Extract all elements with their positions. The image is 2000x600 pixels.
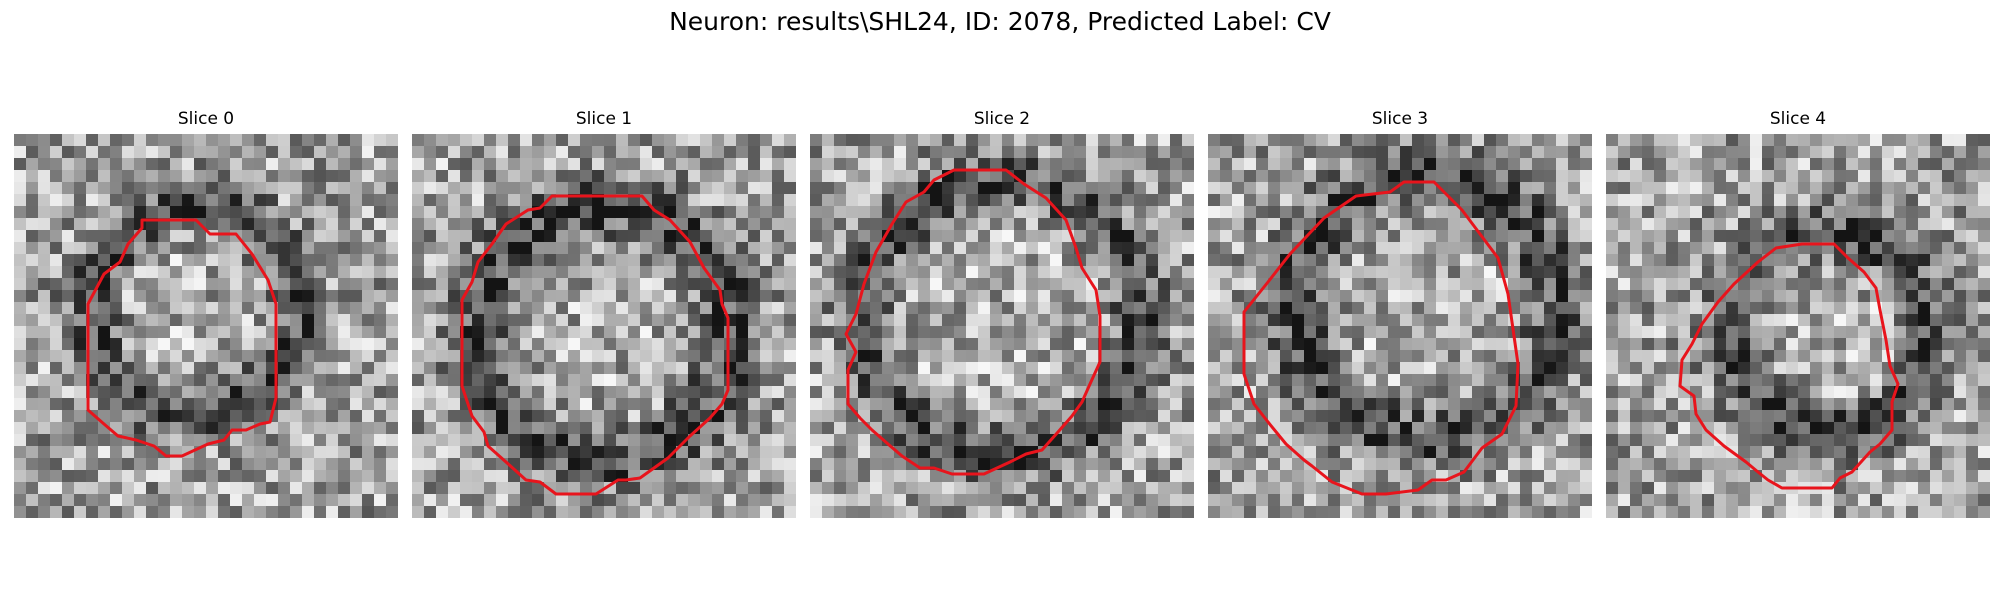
slice-image-2 [810,134,1194,518]
roi-contour-4 [1678,242,1900,490]
slice-title-3: Slice 3 [1371,109,1429,129]
slice-image-3 [1208,134,1592,518]
roi-contour-0 [86,218,278,458]
roi-contour-2 [844,168,1102,476]
slice-title-1: Slice 1 [575,109,633,129]
slice-image-4 [1606,134,1990,518]
roi-contour-1 [460,194,730,496]
slice-image-1 [412,134,796,518]
slice-title-0: Slice 0 [177,109,235,129]
figure-title: Neuron: results\SHL24, ID: 2078, Predict… [669,7,1331,36]
roi-contour-3 [1242,180,1520,496]
slice-title-4: Slice 4 [1769,109,1827,129]
slice-image-0 [14,134,398,518]
slice-title-2: Slice 2 [973,109,1031,129]
